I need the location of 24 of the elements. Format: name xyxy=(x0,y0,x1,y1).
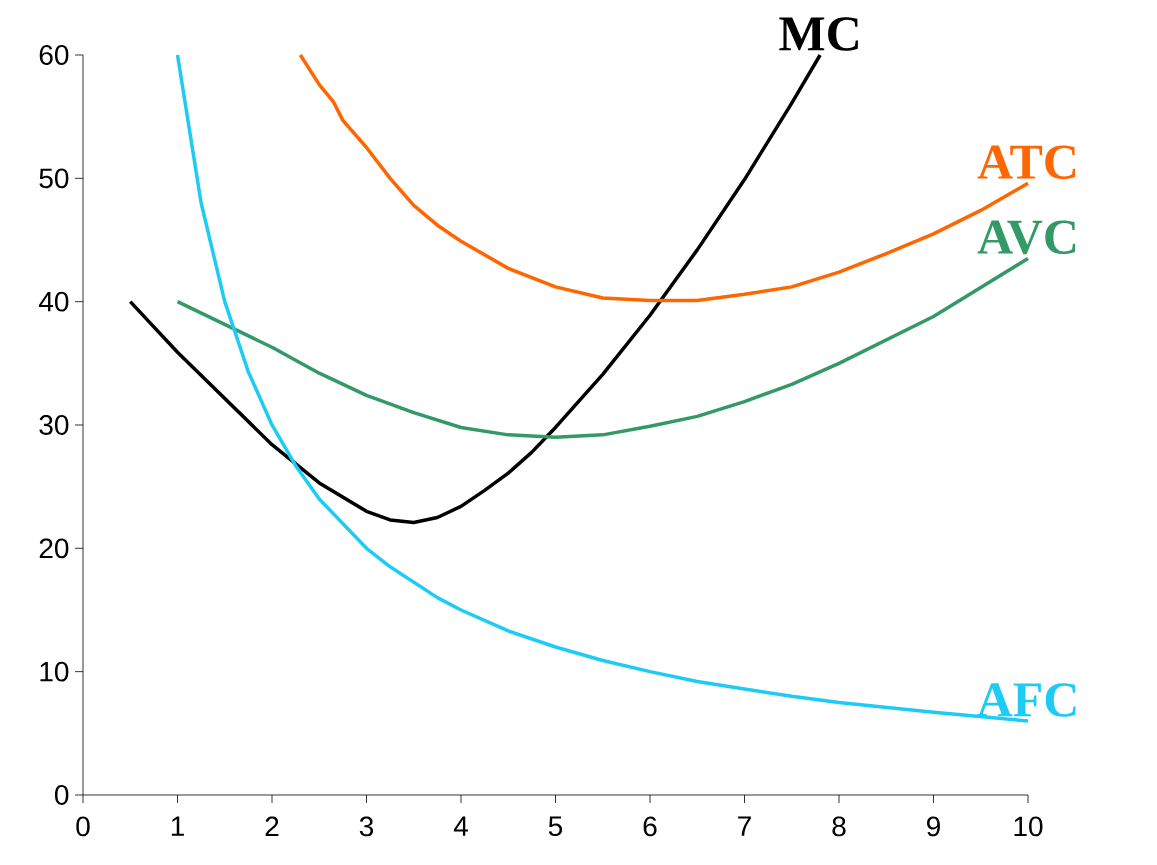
x-tick-label: 5 xyxy=(548,816,563,837)
x-tick-label: 9 xyxy=(927,816,940,837)
x-tick-label: 10 xyxy=(1014,816,1043,837)
line-series xyxy=(175,256,1030,440)
x-tick-label: 3 xyxy=(359,816,374,837)
y-tick-label: 40 xyxy=(38,291,69,312)
series-label: MC xyxy=(779,17,858,51)
y-tick-label: 30 xyxy=(39,415,69,435)
x-tick-label: 8 xyxy=(832,816,846,837)
x-tick-label: 2 xyxy=(265,816,279,837)
x-tick-label: 6 xyxy=(643,816,657,837)
x-tick-label: 7 xyxy=(738,816,751,836)
y-tick-label: 0 xyxy=(55,785,69,805)
series-label: ATC xyxy=(977,145,1076,180)
line-series xyxy=(128,53,822,525)
y-tick-label: 10 xyxy=(40,661,69,682)
series-label: AVC xyxy=(977,220,1076,255)
y-tick-label: 60 xyxy=(39,45,69,65)
x-tick-label: 4 xyxy=(453,816,468,836)
y-tick-label: 50 xyxy=(39,168,69,189)
y-tick-label: 20 xyxy=(39,538,69,559)
series-label: AFC xyxy=(977,683,1076,717)
x-tick-label: 0 xyxy=(76,816,90,837)
x-tick-label: 1 xyxy=(171,816,184,836)
